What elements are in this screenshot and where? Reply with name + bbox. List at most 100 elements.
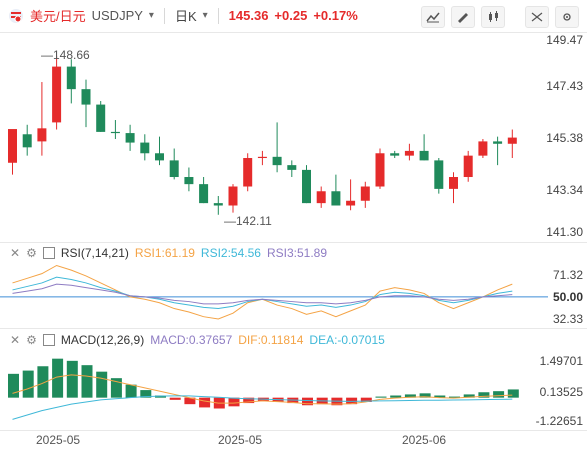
divider [0, 32, 587, 33]
macd-bar [243, 397, 255, 404]
candle-body [331, 191, 341, 206]
candle-body [169, 160, 179, 178]
macd-bar [419, 393, 431, 398]
macd-line-dif [12, 374, 513, 405]
timeframe-dropdown-icon[interactable]: ▾ [202, 10, 208, 21]
candle-body [257, 156, 267, 159]
visibility-icon[interactable] [42, 334, 55, 346]
candle-body [287, 165, 297, 170]
divider [0, 328, 587, 329]
macd-axis-label: 0.13525 [539, 385, 583, 399]
macd-bar [228, 397, 240, 407]
rsi-axis-label: 71.32 [552, 268, 583, 282]
macd-value: MACD:0.37657 [150, 333, 233, 347]
candle-body [199, 184, 209, 204]
candle-body [110, 131, 120, 134]
collapse-icon[interactable]: ✕ [10, 333, 21, 347]
macd-bar [360, 397, 372, 402]
price-axis-label: 145.38 [546, 131, 583, 145]
toolbar: 美元/日元 USDJPY ▾ 日K ▾ 145.36 +0.25 +0.17% [0, 0, 587, 32]
rsi1-value: RSI1:61.19 [134, 246, 195, 260]
dropdown-icon[interactable]: ▾ [148, 10, 154, 21]
candle-body [213, 203, 223, 206]
macd-bar [81, 365, 93, 398]
symbol-code[interactable]: USDJPY [91, 8, 143, 23]
settings-icon[interactable]: ⚙ [26, 333, 37, 347]
rsi-legend: ✕ ⚙ RSI(7,14,21) RSI1:61.19 RSI2:54.56 R… [10, 246, 327, 260]
toolbar-divider [163, 7, 165, 24]
x-axis-label: 2025-05 [36, 433, 81, 447]
candle-body [52, 66, 62, 123]
macd-bar [110, 378, 122, 398]
macd-bar [184, 397, 196, 405]
collapse-icon[interactable]: ✕ [10, 246, 21, 260]
candle-body [272, 156, 282, 166]
candle-body [390, 153, 400, 156]
candle-body [155, 153, 164, 161]
macd-bar [390, 395, 402, 398]
macd-bar [125, 384, 137, 398]
candle-body [346, 200, 356, 206]
candle-body [8, 129, 17, 163]
high-marker-dash: — [41, 48, 53, 62]
candle-body [37, 128, 47, 142]
rsi2-value: RSI2:54.56 [200, 246, 261, 260]
price-change: +0.25 [274, 8, 308, 23]
candle-body [184, 177, 194, 185]
macd-bar [169, 397, 181, 400]
macd-bar [66, 360, 78, 398]
macd-bar [478, 392, 490, 398]
candle-body [449, 177, 458, 189]
high-marker: —148.66 [41, 48, 90, 62]
price-axis-label: 141.30 [546, 225, 583, 239]
last-price: 145.36 [228, 8, 269, 23]
candle-body [66, 66, 76, 90]
candle-body [140, 142, 150, 154]
symbol-name[interactable]: 美元/日元 [30, 9, 86, 24]
candle-body [243, 158, 253, 187]
low-marker-value: 142.11 [236, 214, 272, 228]
settings-icon[interactable]: ⚙ [26, 246, 37, 260]
draw-icon[interactable] [451, 6, 475, 28]
visibility-icon[interactable] [42, 247, 55, 259]
indicator-icon[interactable] [421, 6, 445, 28]
rsi3-value: RSI3:51.89 [266, 246, 328, 260]
macd-axis-label: 1.49701 [539, 354, 583, 368]
candle-body [228, 186, 238, 206]
candle-body [81, 89, 91, 105]
candle-body [96, 104, 106, 132]
macd-bar [404, 394, 416, 398]
candle-body [404, 150, 414, 156]
macd-bar [140, 390, 152, 398]
rsi-line-rsi3 [12, 283, 513, 305]
dea-value: DEA:-0.07015 [309, 333, 385, 347]
x-axis-label: 2025-06 [402, 433, 447, 447]
fullscreen-icon[interactable] [525, 6, 549, 28]
price-axis-label: 143.34 [546, 183, 583, 197]
price-change-percent: +0.17% [313, 8, 358, 23]
candle-body [419, 150, 429, 161]
macd-title: MACD(12,26,9) [60, 333, 145, 347]
timeframe-selector[interactable]: 日K [174, 9, 197, 24]
rsi-axis-label: 32.33 [552, 312, 583, 326]
divider [0, 242, 587, 243]
candle-body [463, 155, 473, 178]
candle-type-icon[interactable] [481, 6, 505, 28]
macd-bar [302, 397, 313, 406]
toolbar-divider [217, 7, 219, 24]
candle-body [316, 191, 326, 204]
candle-body [22, 134, 32, 148]
settings-icon[interactable] [555, 6, 579, 28]
divider [0, 430, 587, 431]
candle-body [302, 169, 311, 204]
candle-body [360, 186, 370, 201]
price-axis-label: 147.43 [546, 79, 583, 93]
candle-body [125, 133, 135, 143]
flag-icon[interactable] [8, 8, 24, 24]
low-marker-dash: — [224, 214, 236, 228]
x-axis-label: 2025-05 [218, 433, 263, 447]
macd-bar [463, 394, 475, 398]
